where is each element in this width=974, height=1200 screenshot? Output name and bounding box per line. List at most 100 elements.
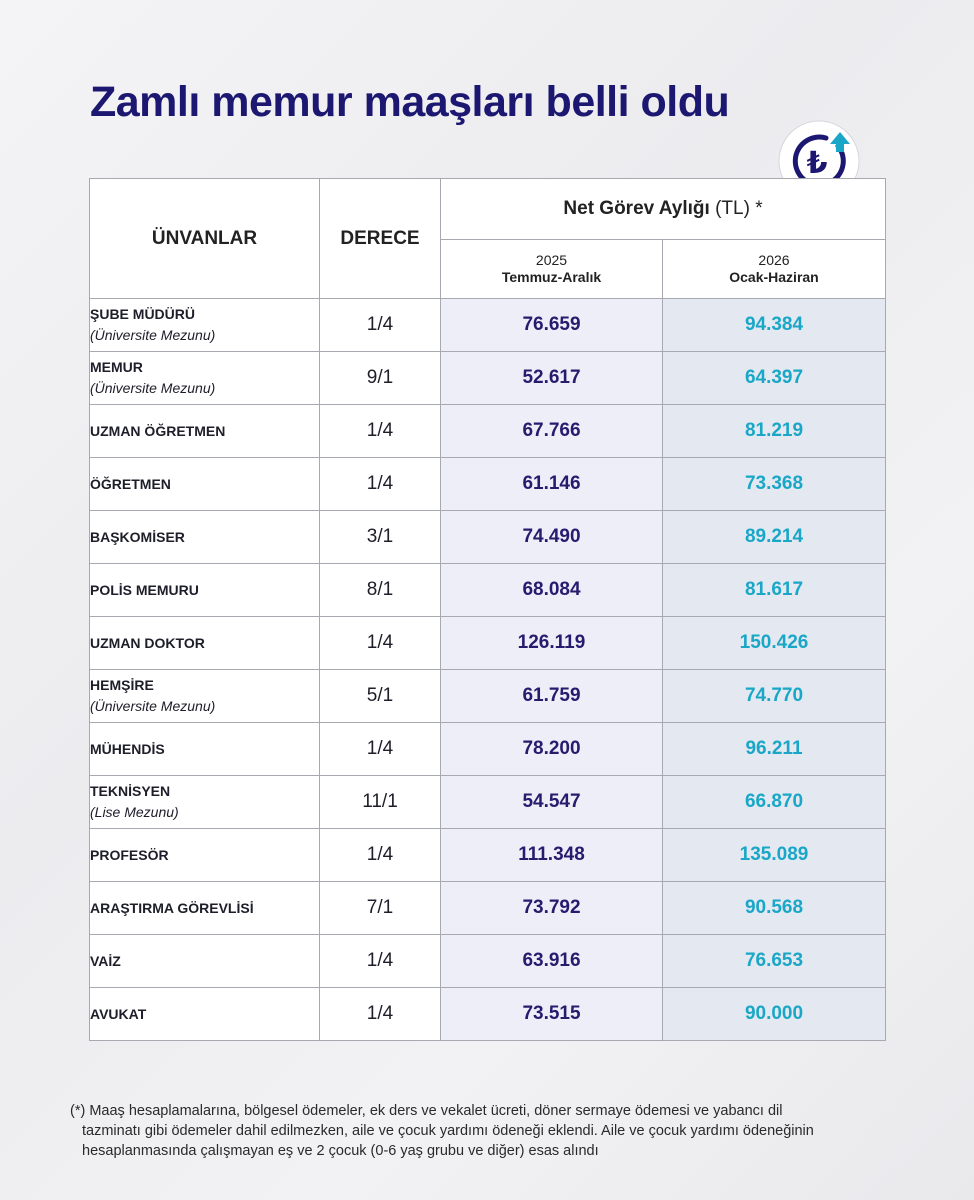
header-2025: 2025 Temmuz-Aralık — [440, 239, 663, 299]
title-cell: MEMUR (Üniversite Mezunu) — [89, 351, 320, 405]
title-name: TEKNİSYEN — [90, 783, 171, 799]
table-row: MEMUR (Üniversite Mezunu) 9/1 52.617 64.397 — [89, 351, 886, 405]
grade-cell: 9/1 — [319, 351, 441, 405]
title-cell: UZMAN ÖĞRETMEN — [89, 404, 320, 458]
salary-2025-cell: 54.547 — [440, 775, 663, 829]
lira-symbol: ₺ — [807, 146, 828, 181]
title-name: BAŞKOMİSER — [90, 528, 185, 545]
salary-2025-cell: 67.766 — [440, 404, 663, 458]
table-row: ARAŞTIRMA GÖREVLİSİ 7/1 73.792 90.568 — [89, 881, 886, 935]
header-2026: 2026 Ocak-Haziran — [662, 239, 886, 299]
salary-2025-cell: 61.759 — [440, 669, 663, 723]
title-name: UZMAN DOKTOR — [90, 634, 205, 651]
title-name: MÜHENDİS — [90, 740, 165, 757]
grade-cell: 1/4 — [319, 722, 441, 776]
salary-2026-cell: 74.770 — [662, 669, 886, 723]
table-row: POLİS MEMURU 8/1 68.084 81.617 — [89, 563, 886, 617]
table-row: VAİZ 1/4 63.916 76.653 — [89, 934, 886, 988]
table-row: PROFESÖR 1/4 111.348 135.089 — [89, 828, 886, 882]
table-row: BAŞKOMİSER 3/1 74.490 89.214 — [89, 510, 886, 564]
header-net-label: Net Görev Aylığı — [563, 198, 710, 219]
title-cell: ŞUBE MÜDÜRÜ (Üniversite Mezunu) — [89, 298, 320, 352]
header-2025-year: 2025 — [535, 252, 568, 268]
salary-2026-cell: 89.214 — [662, 510, 886, 564]
title-name: ARAŞTIRMA GÖREVLİSİ — [90, 899, 254, 916]
title-cell: ÖĞRETMEN — [89, 457, 320, 511]
title-cell: ARAŞTIRMA GÖREVLİSİ — [89, 881, 320, 935]
header-2026-year: 2026 — [758, 252, 790, 268]
salary-2026-cell: 94.384 — [662, 298, 886, 352]
title-cell: HEMŞİRE (Üniversite Mezunu) — [89, 669, 320, 723]
salary-2025-cell: 61.146 — [440, 457, 663, 511]
title-cell: POLİS MEMURU — [89, 563, 320, 617]
salary-2026-cell: 81.219 — [662, 404, 886, 458]
grade-cell: 1/4 — [319, 457, 441, 511]
title-cell: VAİZ — [89, 934, 320, 988]
salary-2026-cell: 90.000 — [662, 987, 886, 1041]
grade-cell: 1/4 — [319, 616, 441, 670]
title-education: (Lise Mezunu) — [90, 804, 179, 820]
title-name: ŞUBE MÜDÜRÜ — [90, 306, 195, 322]
salary-2026-cell: 81.617 — [662, 563, 886, 617]
salary-2025-cell: 63.916 — [440, 934, 663, 988]
table-row: UZMAN ÖĞRETMEN 1/4 67.766 81.219 — [89, 404, 886, 458]
grade-cell: 1/4 — [319, 404, 441, 458]
title-education: (Üniversite Mezunu) — [90, 698, 216, 714]
table-row: AVUKAT 1/4 73.515 90.000 — [89, 987, 886, 1041]
salary-2026-cell: 76.653 — [662, 934, 886, 988]
header-grade: DERECE — [319, 178, 441, 299]
title-education: (Üniversite Mezunu) — [90, 380, 216, 396]
title-education: (Üniversite Mezunu) — [90, 327, 216, 343]
title-name: AVUKAT — [90, 1005, 147, 1022]
grade-cell: 7/1 — [319, 881, 441, 935]
salary-2025-cell: 126.119 — [440, 616, 663, 670]
footnote-line: tazminatı gibi ödemeler dahil edilmezken… — [82, 1123, 814, 1139]
salary-2026-cell: 66.870 — [662, 775, 886, 829]
footnote-line: hesaplanmasında çalışmayan eş ve 2 çocuk… — [82, 1143, 599, 1159]
salary-2026-cell: 96.211 — [662, 722, 886, 776]
table-row: MÜHENDİS 1/4 78.200 96.211 — [89, 722, 886, 776]
title-cell: PROFESÖR — [89, 828, 320, 882]
title-cell: TEKNİSYEN (Lise Mezunu) — [89, 775, 320, 829]
grade-cell: 1/4 — [319, 934, 441, 988]
title-cell: UZMAN DOKTOR — [89, 616, 320, 670]
salary-2025-cell: 76.659 — [440, 298, 663, 352]
grade-cell: 1/4 — [319, 828, 441, 882]
grade-cell: 11/1 — [319, 775, 441, 829]
salary-2025-cell: 68.084 — [440, 563, 663, 617]
grade-cell: 5/1 — [319, 669, 441, 723]
salary-2025-cell: 73.515 — [440, 987, 663, 1041]
salary-2025-cell: 111.348 — [440, 828, 663, 882]
header-net-salary: Net Görev Aylığı (TL) * — [440, 178, 886, 240]
title-name: MEMUR — [90, 359, 143, 375]
footnote-line: (*) Maaş hesaplamalarına, bölgesel ödeme… — [70, 1103, 783, 1119]
title-name: POLİS MEMURU — [90, 581, 199, 598]
title-name: VAİZ — [90, 952, 121, 969]
salary-2026-cell: 90.568 — [662, 881, 886, 935]
table-row: TEKNİSYEN (Lise Mezunu) 11/1 54.547 66.870 — [89, 775, 886, 829]
header-2026-period: Ocak-Haziran — [729, 269, 819, 285]
table-row: ÖĞRETMEN 1/4 61.146 73.368 — [89, 457, 886, 511]
salary-2026-cell: 135.089 — [662, 828, 886, 882]
salary-2026-cell: 64.397 — [662, 351, 886, 405]
footnote: (*) Maaş hesaplamalarına, bölgesel ödeme… — [70, 1101, 920, 1161]
header-net-unit: (TL) * — [715, 198, 763, 219]
salary-2026-cell: 73.368 — [662, 457, 886, 511]
title-cell: BAŞKOMİSER — [89, 510, 320, 564]
header-2025-period: Temmuz-Aralık — [501, 269, 602, 285]
grade-cell: 1/4 — [319, 298, 441, 352]
salary-2026-cell: 150.426 — [662, 616, 886, 670]
title-name: PROFESÖR — [90, 846, 169, 863]
table-row: HEMŞİRE (Üniversite Mezunu) 5/1 61.759 74.77… — [89, 669, 886, 723]
header-titles: ÜNVANLAR — [89, 178, 320, 299]
title-cell: MÜHENDİS — [89, 722, 320, 776]
table-row: UZMAN DOKTOR 1/4 126.119 150.426 — [89, 616, 886, 670]
title-name: ÖĞRETMEN — [90, 475, 171, 492]
grade-cell: 3/1 — [319, 510, 441, 564]
salary-2025-cell: 78.200 — [440, 722, 663, 776]
table-row: ŞUBE MÜDÜRÜ (Üniversite Mezunu) 1/4 76.659 9… — [89, 298, 886, 352]
salary-table: ÜNVANLAR DERECE Net Görev Aylığı (TL) * … — [89, 178, 886, 1041]
salary-2025-cell: 52.617 — [440, 351, 663, 405]
title-cell: AVUKAT — [89, 987, 320, 1041]
title-name: HEMŞİRE — [90, 677, 154, 693]
